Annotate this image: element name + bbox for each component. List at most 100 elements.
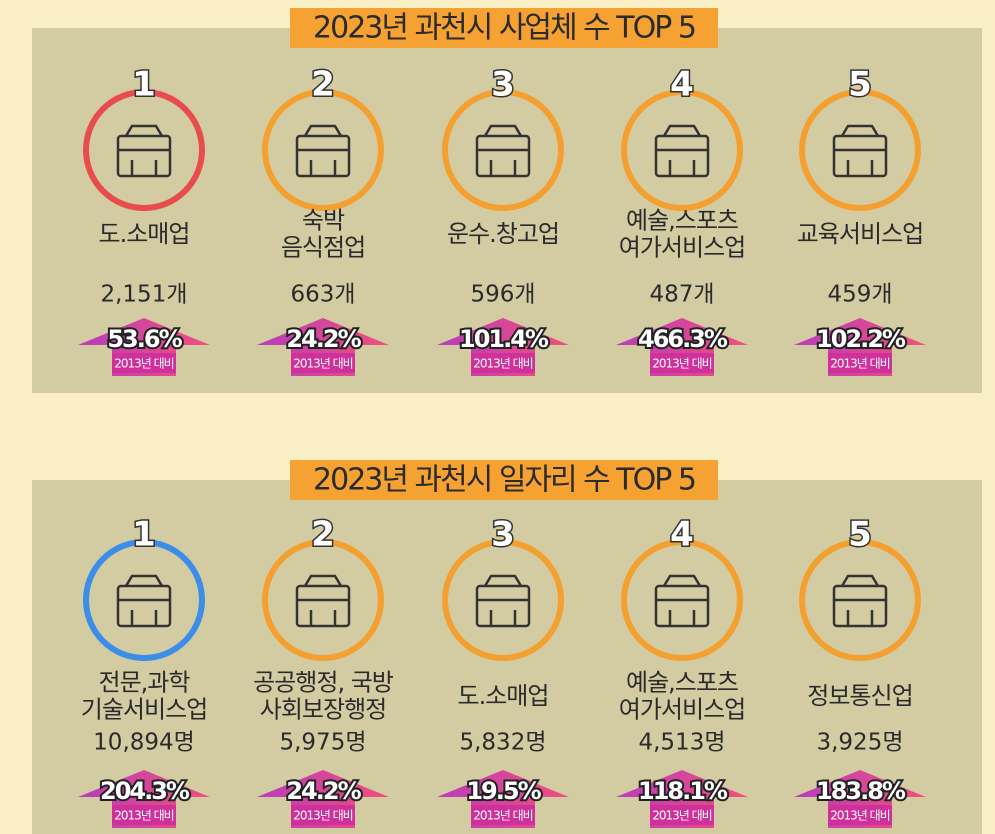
count: 5,832명: [459, 730, 546, 756]
count: 4,513명: [638, 730, 725, 756]
title-banner: [290, 460, 718, 500]
title-banner: [290, 8, 718, 48]
base-box: [112, 805, 176, 825]
base-box: [650, 353, 714, 373]
count: 663개: [290, 282, 355, 308]
icon: [475, 574, 531, 628]
ring: [799, 89, 921, 211]
item-name: 숙박: [302, 207, 345, 235]
icon-shape: [477, 124, 529, 176]
base-label: 2013년 대비: [473, 357, 532, 371]
rank: 3: [491, 65, 515, 105]
rank: 1: [132, 515, 156, 555]
ring: [621, 89, 743, 211]
icon: [832, 574, 888, 628]
icon-shape: [118, 124, 170, 176]
arrow: [257, 318, 389, 376]
change: 204.3%: [100, 777, 190, 805]
icon-shape: [295, 134, 351, 178]
base-label: 2013년 대비: [293, 357, 352, 371]
base-label: 2013년 대비: [293, 809, 352, 823]
ring: [262, 539, 384, 661]
arrow: [616, 318, 748, 376]
base-box: [471, 353, 535, 373]
base-label: 2013년 대비: [114, 357, 173, 371]
icon: [654, 124, 710, 178]
item-name: 기술서비스업: [81, 696, 207, 724]
base-box: [650, 805, 714, 825]
icon: [475, 124, 531, 178]
icon: [295, 124, 351, 178]
ring: [442, 539, 564, 661]
icon-shape: [654, 584, 710, 628]
ring: [83, 539, 205, 661]
rank: 3: [491, 515, 515, 555]
icon-shape: [475, 584, 531, 628]
base-box: [291, 353, 355, 373]
icon-shape: [656, 574, 708, 626]
icon-shape: [118, 574, 170, 626]
change: 118.1%: [638, 777, 728, 805]
icon: [116, 124, 172, 178]
rank: 5: [848, 515, 872, 555]
base-label: 2013년 대비: [652, 357, 711, 371]
change: 19.5%: [466, 777, 541, 805]
icon: [654, 574, 710, 628]
change: 53.6%: [107, 325, 182, 353]
icon-shape: [297, 574, 349, 626]
base-box: [471, 805, 535, 825]
arrow: [437, 770, 569, 828]
change: 466.3%: [638, 325, 728, 353]
arrow: [794, 318, 926, 376]
rank: 4: [670, 515, 694, 555]
icon-shape: [834, 574, 886, 626]
change: 101.4%: [459, 325, 549, 353]
change: 24.2%: [286, 325, 361, 353]
base-box: [112, 353, 176, 373]
item-name: 도.소매업: [458, 682, 549, 710]
item-name: 운수.창고업: [447, 220, 559, 248]
ring: [799, 539, 921, 661]
base-label: 2013년 대비: [652, 809, 711, 823]
count: 5,975명: [279, 730, 366, 756]
arrow: [78, 318, 210, 376]
ring: [442, 89, 564, 211]
item-name: 예술,스포츠: [626, 669, 738, 697]
icon-shape: [656, 124, 708, 176]
icon: [116, 574, 172, 628]
base-label: 2013년 대비: [830, 809, 889, 823]
count: 10,894명: [93, 730, 195, 756]
base-label: 2013년 대비: [830, 357, 889, 371]
item-name: 정보통신업: [807, 682, 912, 710]
item-name: 여가서비스업: [619, 234, 745, 262]
ring: [83, 89, 205, 211]
base-box: [828, 805, 892, 825]
arrow: [437, 318, 569, 376]
change: 24.2%: [286, 777, 361, 805]
item-name: 음식점업: [281, 234, 365, 262]
count: 487개: [649, 282, 714, 308]
base-box: [828, 353, 892, 373]
icon-shape: [295, 584, 351, 628]
count: 459개: [827, 282, 892, 308]
icon-shape: [116, 134, 172, 178]
item-name: 교육서비스업: [797, 220, 923, 248]
icon: [832, 124, 888, 178]
arrow: [616, 770, 748, 828]
count: 2,151개: [100, 282, 187, 308]
icon-shape: [832, 134, 888, 178]
item-name: 도.소매업: [99, 220, 190, 248]
arrow: [78, 770, 210, 828]
item-name: 사회보장행정: [260, 696, 386, 724]
base-label: 2013년 대비: [114, 809, 173, 823]
icon-shape: [832, 584, 888, 628]
rank: 2: [311, 65, 335, 105]
arrow: [257, 770, 389, 828]
item-name: 공공행정, 국방: [253, 669, 394, 697]
rank: 1: [132, 65, 156, 105]
icon-shape: [116, 584, 172, 628]
rank: 4: [670, 65, 694, 105]
ring: [262, 89, 384, 211]
item-name: 전문,과학: [99, 669, 191, 697]
icon-shape: [475, 134, 531, 178]
